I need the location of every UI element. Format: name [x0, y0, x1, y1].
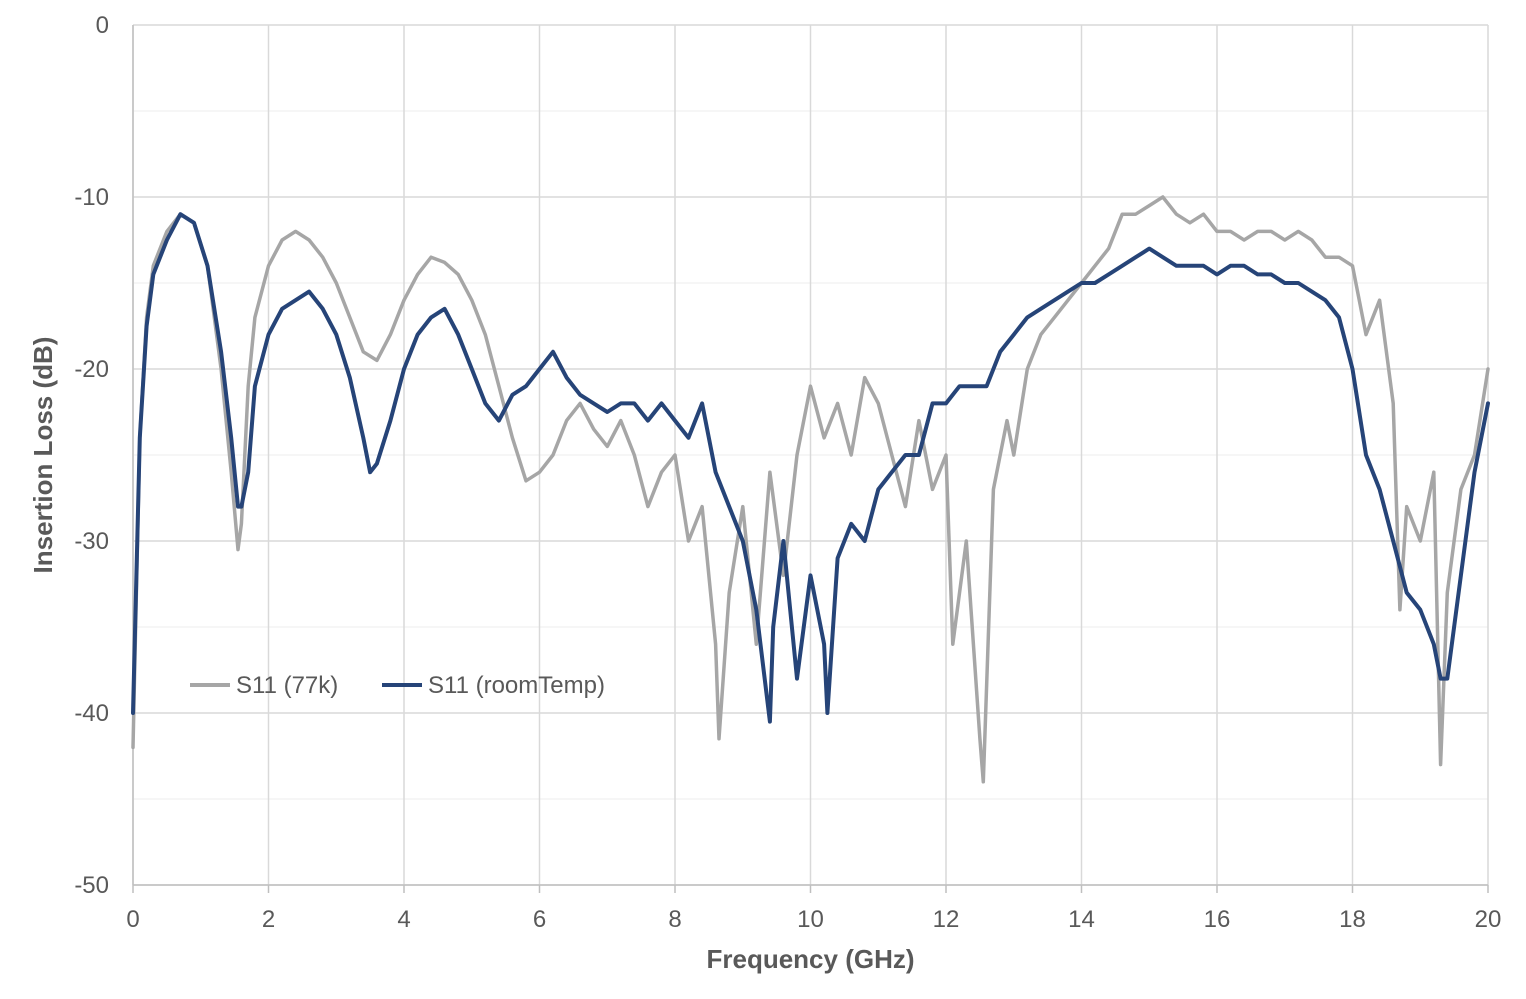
- series-line-0: [131, 195, 1490, 784]
- y-axis-title: Insertion Loss (dB): [28, 337, 58, 574]
- x-tick-label: 4: [397, 906, 410, 933]
- x-tick-label: 16: [1204, 906, 1231, 933]
- y-tick-label: -30: [74, 528, 109, 555]
- legend-label-1: S11 (roomTemp): [428, 672, 605, 699]
- x-tick-label: 10: [797, 906, 824, 933]
- y-tick-label: -50: [74, 872, 109, 899]
- legend: S11 (77k) S11 (roomTemp): [190, 672, 605, 699]
- series-line-1: [131, 212, 1490, 724]
- tick-labels: 0 2 4 6 8 10 12 14 16 18 20 0 -10 -20 -30 -40 -50: [74, 12, 1501, 933]
- y-tick-label: -40: [74, 700, 109, 727]
- y-tick-label: 0: [96, 12, 109, 39]
- grid-lines: [132, 24, 1489, 886]
- x-axis-title: Frequency (GHz): [706, 944, 914, 974]
- x-tick-label: 0: [126, 906, 139, 933]
- y-tick-label: -20: [74, 356, 109, 383]
- x-tick-label: 2: [262, 906, 275, 933]
- x-tick-label: 18: [1339, 906, 1366, 933]
- x-tick-label: 8: [668, 906, 681, 933]
- x-tick-label: 12: [933, 906, 960, 933]
- y-tick-label: -10: [74, 184, 109, 211]
- x-tick-label: 14: [1068, 906, 1095, 933]
- legend-label-0: S11 (77k): [236, 672, 338, 699]
- series-layer: [131, 195, 1490, 784]
- x-tick-label: 6: [533, 906, 546, 933]
- x-tick-label: 20: [1475, 906, 1502, 933]
